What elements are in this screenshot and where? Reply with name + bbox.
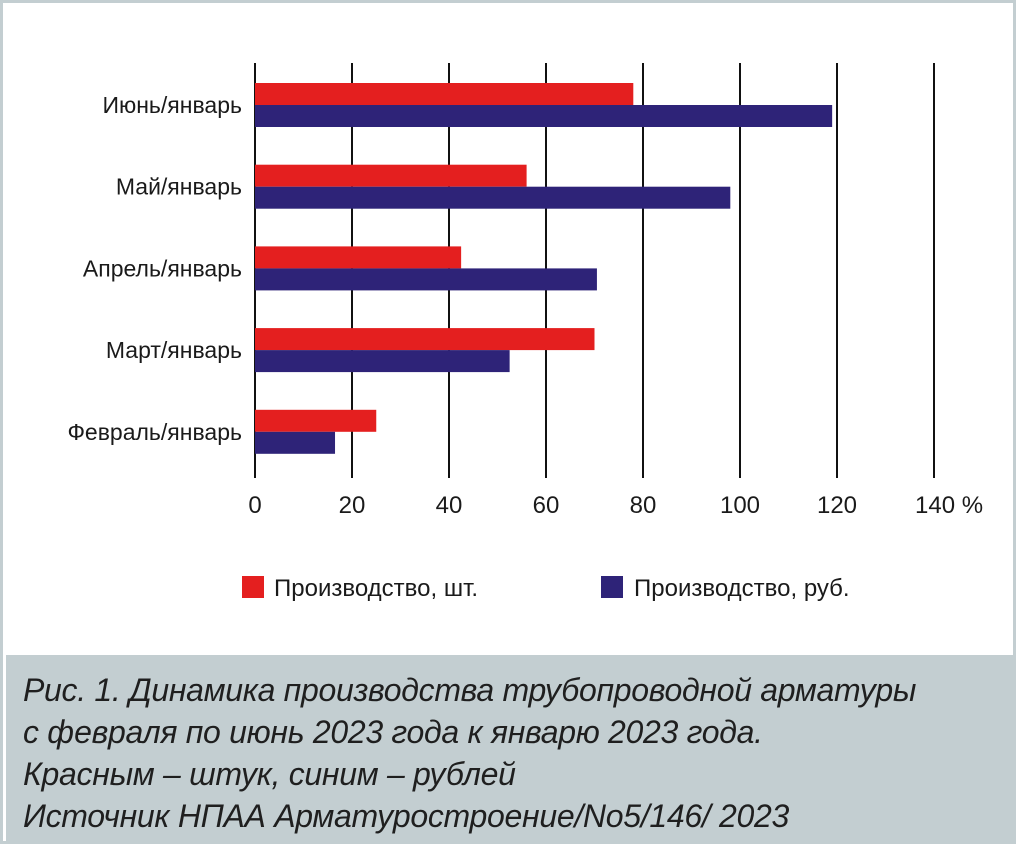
- category-label-1: Март/январь: [106, 337, 242, 363]
- x-tick-label-0: 0: [248, 492, 261, 519]
- x-tick-label-100: 100: [720, 492, 760, 519]
- bar-rub-0: [255, 431, 336, 454]
- figure-caption: Рис. 1. Динамика производства трубопрово…: [6, 655, 1016, 844]
- category-label-2: Апрель/январь: [83, 255, 242, 281]
- legend-swatch-1: [601, 576, 623, 598]
- x-tick-label-140: 140 %: [915, 492, 983, 519]
- legend-label-1: Производство, руб.: [634, 575, 850, 602]
- bar-units-3: [255, 164, 527, 187]
- legend-label-0: Производство, шт.: [274, 575, 478, 602]
- x-tick-label-60: 60: [533, 492, 560, 519]
- x-tick-label-40: 40: [436, 492, 463, 519]
- bar-rub-2: [255, 268, 597, 291]
- x-tick-label-20: 20: [339, 492, 366, 519]
- bar-rub-3: [255, 186, 731, 209]
- bar-units-4: [255, 83, 634, 105]
- category-label-3: Май/январь: [116, 174, 242, 200]
- bar-rub-4: [255, 105, 833, 127]
- bar-units-0: [255, 409, 377, 432]
- category-label-4: Июнь/январь: [102, 92, 242, 118]
- caption-line-1: Рис. 1. Динамика производства трубопрово…: [23, 672, 917, 708]
- bar-chart: Февраль/январь Март/январь Апрель/январь Ма…: [67, 63, 983, 602]
- x-tick-label-80: 80: [630, 492, 657, 519]
- legend-swatch-0: [242, 576, 264, 598]
- caption-line-3: Красным – штук, синим – рублей: [23, 756, 516, 792]
- caption-line-2: с февраля по июнь 2023 года к январю 202…: [23, 714, 763, 750]
- bar-rub-1: [255, 350, 510, 373]
- bar-units-2: [255, 246, 462, 269]
- category-label-0: Февраль/январь: [67, 419, 242, 445]
- bar-units-1: [255, 328, 595, 351]
- caption-line-4: Источник НПАА Арматуростроение/No5/146/ …: [23, 798, 789, 834]
- x-tick-label-120: 120: [817, 492, 857, 519]
